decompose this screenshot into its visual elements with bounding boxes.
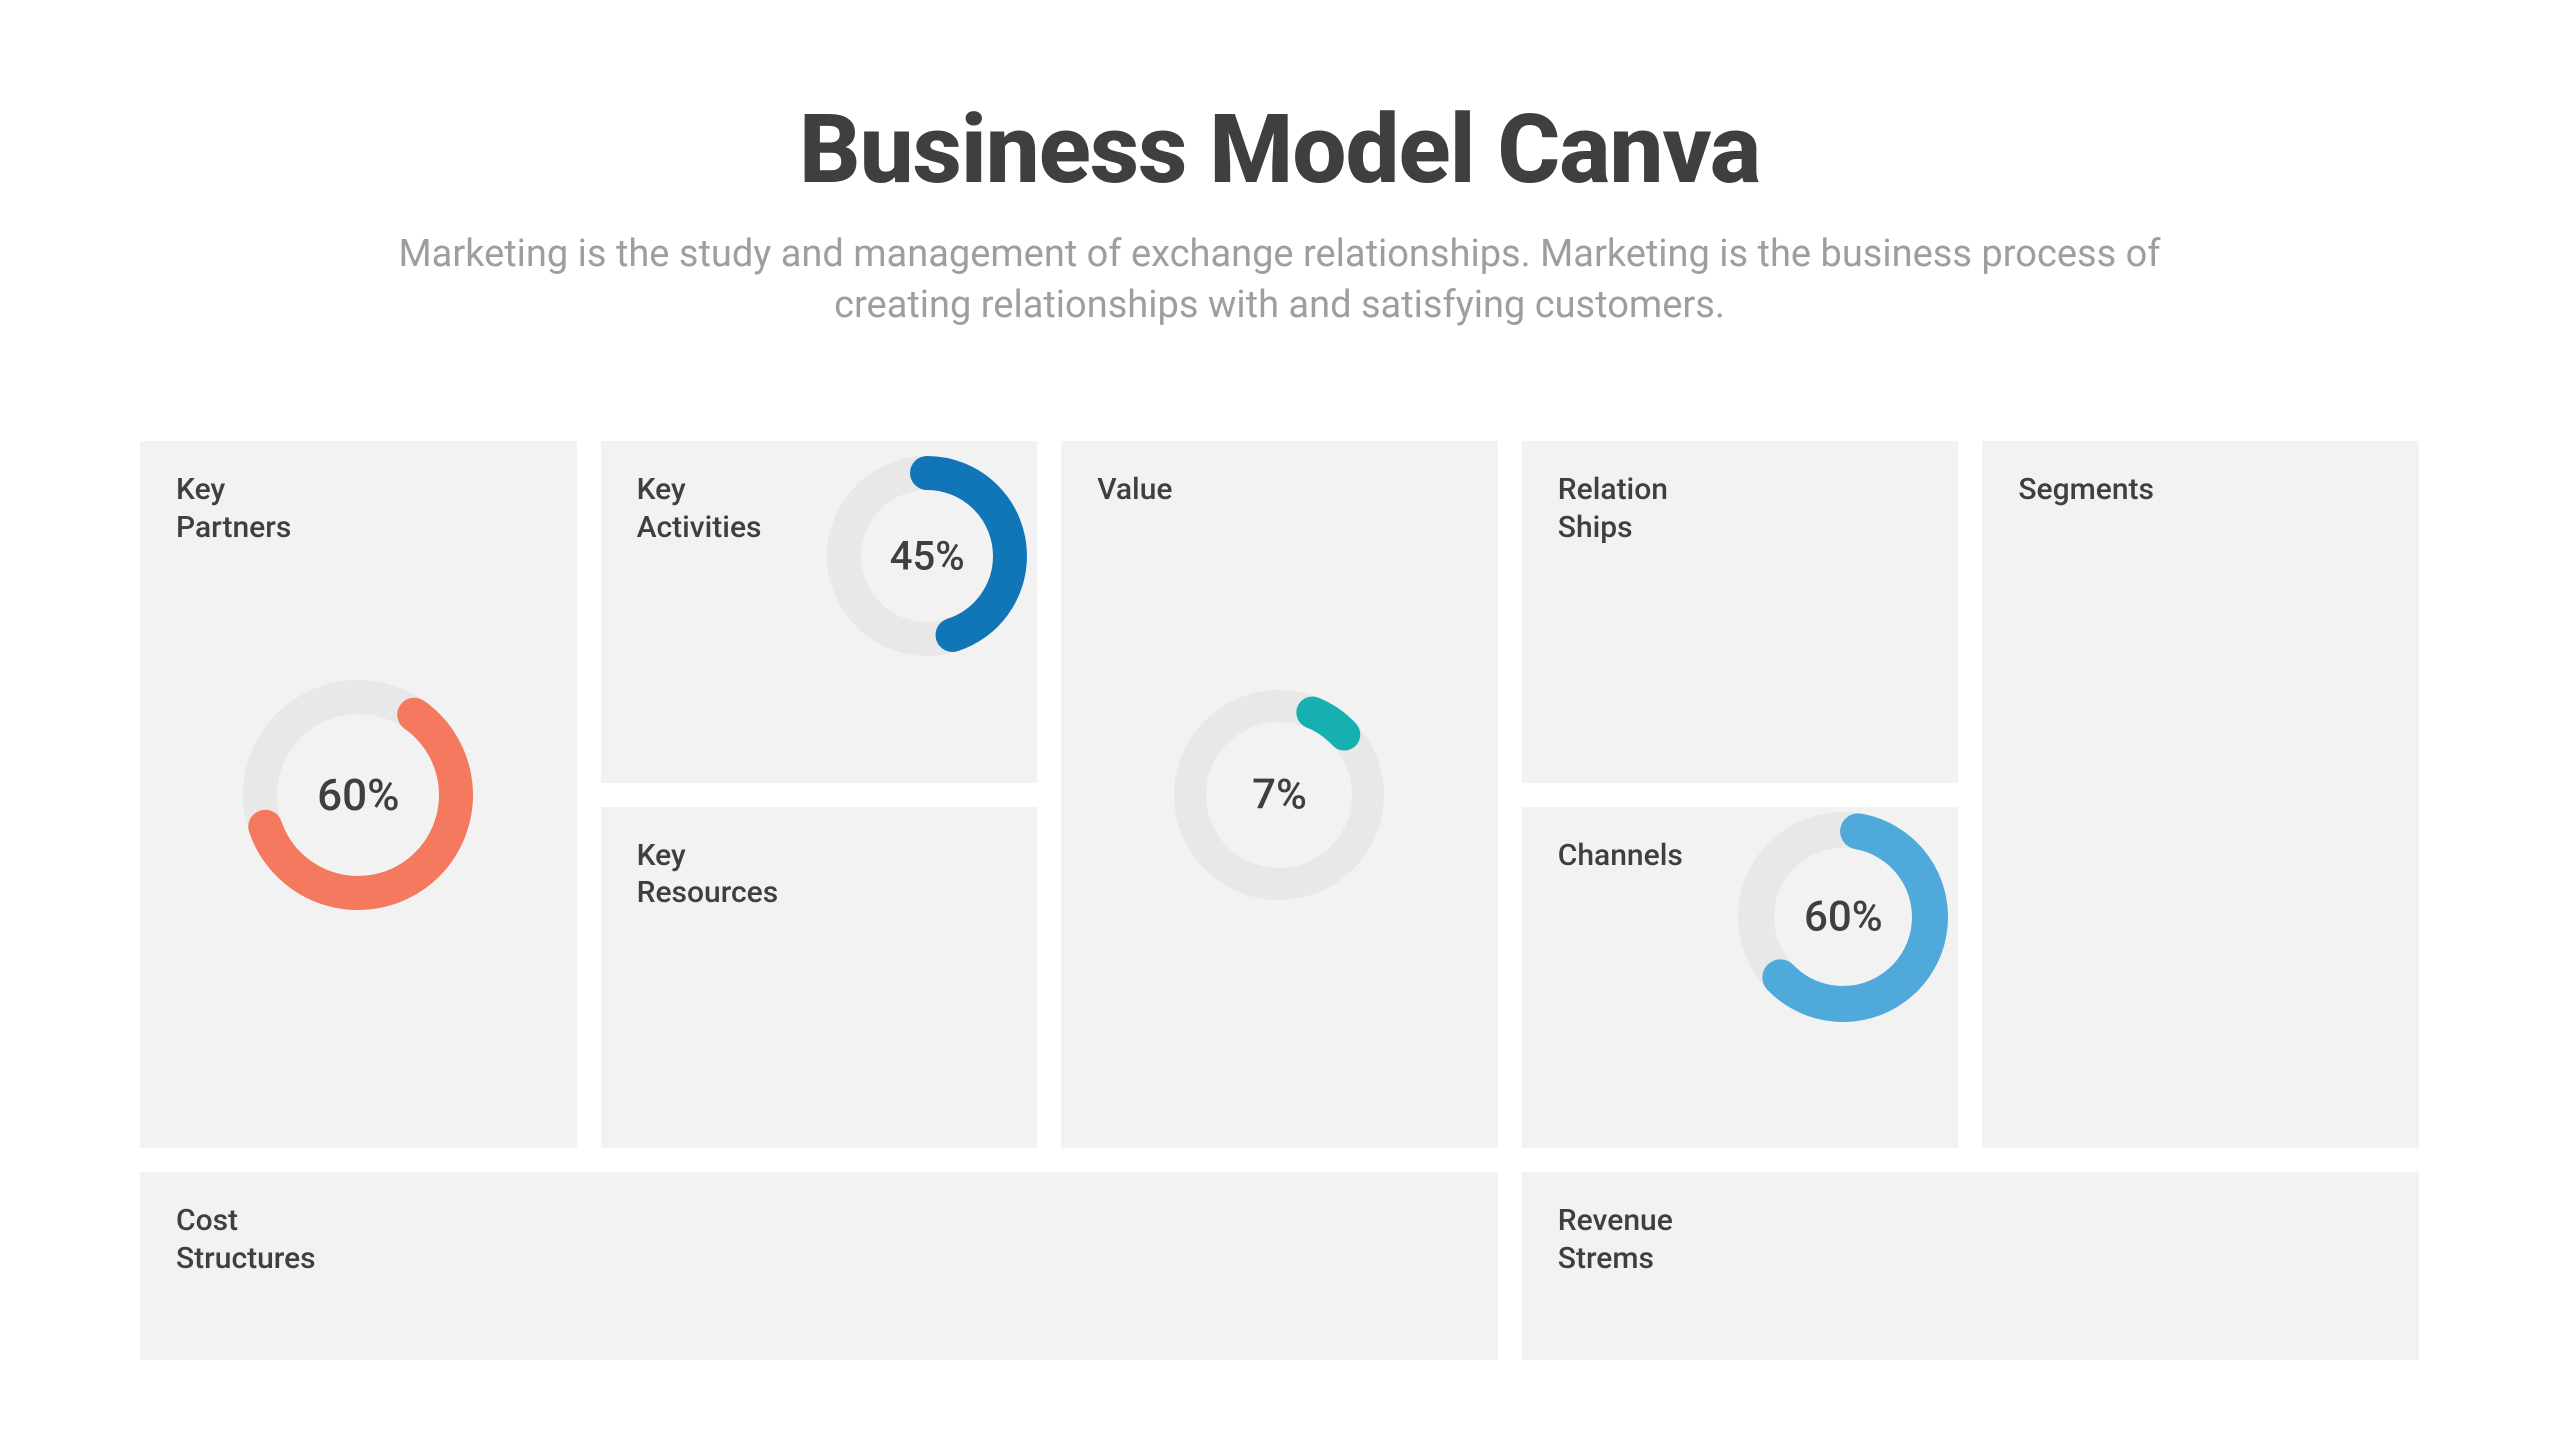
card-label: Segments (2018, 471, 2237, 509)
card-key-partners: KeyPartners 60% (140, 441, 577, 1148)
donut-label: 60% (317, 769, 399, 821)
card-label: CostStructures (176, 1202, 947, 1277)
card-value: Value 7% (1061, 441, 1498, 1148)
card-segments: Segments (1982, 441, 2419, 1148)
card-key-activities: KeyActivities 45% (601, 441, 1038, 782)
page-title: Business Model Canva (140, 100, 2419, 201)
card-label: RelationShips (1558, 471, 1777, 546)
card-key-resources: KeyResources (601, 807, 1038, 1148)
donut-channels: 60% (1738, 812, 1948, 1022)
page: Business Model Canva Marketing is the st… (0, 0, 2559, 1440)
card-relationships: RelationShips (1522, 441, 1959, 782)
header: Business Model Canva Marketing is the st… (140, 100, 2419, 331)
donut-key-partners: 60% (243, 680, 473, 910)
donut-key-activities: 45% (827, 456, 1027, 656)
donut-value: 7% (1174, 690, 1384, 900)
business-model-canvas: KeyPartners 60% KeyActivities 45% KeyRes… (140, 441, 2419, 1360)
donut-label: 45% (890, 533, 965, 580)
donut-label: 60% (1804, 892, 1883, 941)
card-label: KeyResources (637, 837, 856, 912)
card-channels: Channels 60% (1522, 807, 1959, 1148)
card-label: KeyActivities (637, 471, 856, 546)
card-label: Value (1097, 471, 1316, 509)
card-label: RevenueStrems (1558, 1202, 2053, 1277)
card-revenue-streams: RevenueStrems (1522, 1172, 2419, 1360)
card-label: KeyPartners (176, 471, 395, 546)
page-subtitle: Marketing is the study and management of… (330, 229, 2230, 332)
card-cost-structures: CostStructures (140, 1172, 1498, 1360)
donut-label: 7% (1252, 770, 1307, 819)
